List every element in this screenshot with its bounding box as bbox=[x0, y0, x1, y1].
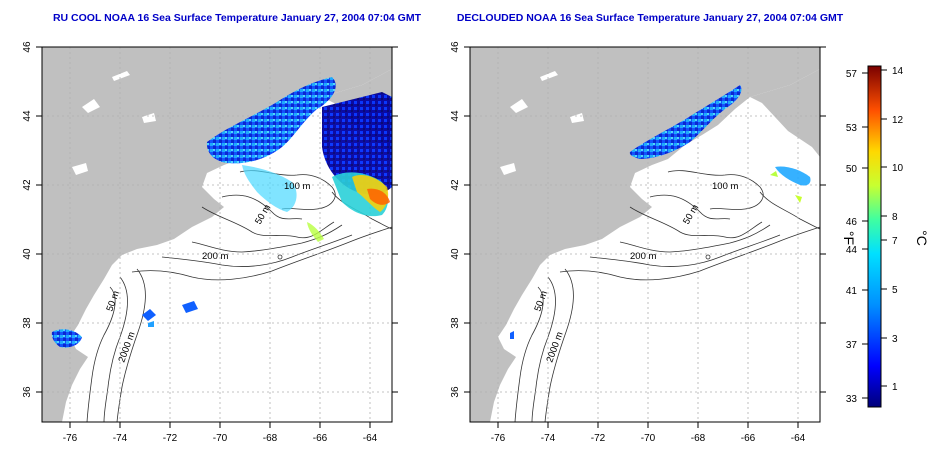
right-map-title: DECLOUDED NOAA 16 Sea Surface Temperatur… bbox=[457, 12, 844, 24]
svg-text:200 m: 200 m bbox=[630, 251, 656, 262]
colorbar-celsius-ticks: 14 12 10 8 7 5 3 1 bbox=[892, 66, 904, 393]
svg-text:8: 8 bbox=[892, 212, 898, 223]
svg-text:1: 1 bbox=[892, 382, 898, 393]
svg-text:200 m: 200 m bbox=[202, 251, 228, 262]
svg-text:-70: -70 bbox=[213, 433, 228, 444]
svg-text:-64: -64 bbox=[791, 433, 806, 444]
right-lon-tick-labels: -76 -74 -72 -70 -68 -66 -64 bbox=[491, 433, 806, 444]
svg-text:-70: -70 bbox=[641, 433, 656, 444]
svg-text:38: 38 bbox=[22, 317, 33, 329]
svg-text:36: 36 bbox=[450, 386, 461, 398]
svg-text:-66: -66 bbox=[313, 433, 328, 444]
svg-text:46: 46 bbox=[450, 41, 461, 53]
left-map-panel: 100 m 50 m 200 m 2000 m 50 m -76 -74 -72… bbox=[22, 41, 399, 444]
svg-text:44: 44 bbox=[22, 110, 33, 122]
svg-text:3: 3 bbox=[892, 334, 898, 345]
svg-text:-68: -68 bbox=[263, 433, 278, 444]
left-lat-tick-labels: 36 38 40 42 44 46 bbox=[22, 41, 33, 398]
colorbar-celsius-label: °C bbox=[914, 230, 930, 246]
svg-text:38: 38 bbox=[450, 317, 461, 329]
svg-text:41: 41 bbox=[846, 286, 858, 297]
svg-text:53: 53 bbox=[846, 123, 858, 134]
svg-text:-66: -66 bbox=[741, 433, 756, 444]
svg-text:44: 44 bbox=[846, 245, 858, 256]
svg-text:12: 12 bbox=[892, 115, 904, 126]
svg-text:-64: -64 bbox=[363, 433, 378, 444]
right-map-frame bbox=[469, 46, 821, 423]
svg-text:-74: -74 bbox=[113, 433, 128, 444]
svg-text:7: 7 bbox=[892, 236, 898, 247]
left-map-frame bbox=[41, 46, 393, 423]
svg-text:36: 36 bbox=[22, 386, 33, 398]
svg-text:-76: -76 bbox=[491, 433, 506, 444]
svg-text:-68: -68 bbox=[691, 433, 706, 444]
svg-text:-72: -72 bbox=[163, 433, 178, 444]
colorbar: 57 53 50 46 44 41 37 33 14 12 10 8 7 5 3… bbox=[841, 65, 930, 408]
svg-text:42: 42 bbox=[22, 179, 33, 191]
svg-text:42: 42 bbox=[450, 179, 461, 191]
svg-text:50: 50 bbox=[846, 164, 858, 175]
svg-text:10: 10 bbox=[892, 163, 904, 174]
svg-text:-76: -76 bbox=[63, 433, 78, 444]
right-map-panel: 100 m 50 m 200 m 2000 m 50 m -76 -74 -72… bbox=[450, 41, 827, 444]
colorbar-fahrenheit-ticks: 57 53 50 46 44 41 37 33 bbox=[846, 69, 858, 405]
svg-text:46: 46 bbox=[22, 41, 33, 53]
svg-text:46: 46 bbox=[846, 217, 858, 228]
svg-text:100 m: 100 m bbox=[284, 181, 310, 192]
right-lat-tick-labels: 36 38 40 42 44 46 bbox=[450, 41, 461, 398]
svg-text:40: 40 bbox=[22, 248, 33, 260]
colorbar-fahrenheit-label: °F bbox=[841, 231, 857, 245]
svg-text:14: 14 bbox=[892, 66, 904, 77]
right-sst-pixels bbox=[510, 85, 811, 339]
svg-text:-72: -72 bbox=[591, 433, 606, 444]
svg-text:33: 33 bbox=[846, 394, 858, 405]
svg-text:-74: -74 bbox=[541, 433, 556, 444]
svg-text:40: 40 bbox=[450, 248, 461, 260]
svg-text:100 m: 100 m bbox=[712, 181, 738, 192]
svg-text:57: 57 bbox=[846, 69, 858, 80]
svg-text:37: 37 bbox=[846, 340, 858, 351]
left-map-title: RU COOL NOAA 16 Sea Surface Temperature … bbox=[53, 12, 422, 24]
left-sst-pixels bbox=[51, 77, 392, 348]
colorbar-gradient bbox=[867, 65, 882, 408]
svg-text:44: 44 bbox=[450, 110, 461, 122]
svg-text:5: 5 bbox=[892, 285, 898, 296]
left-lon-tick-labels: -76 -74 -72 -70 -68 -66 -64 bbox=[63, 433, 378, 444]
